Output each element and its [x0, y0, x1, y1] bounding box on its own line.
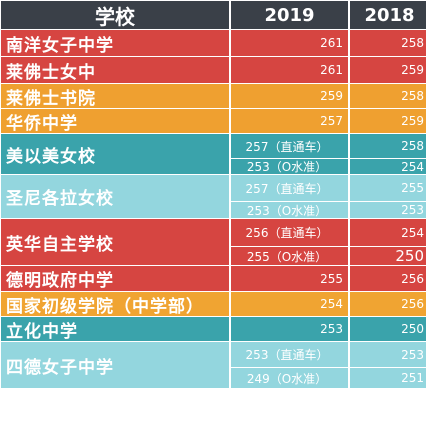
score-2018-through-train: 253 [350, 342, 426, 368]
school-name: 莱佛士女中 [1, 57, 229, 84]
school-name: 国家初级学院（中学部） [1, 292, 229, 317]
score-2018-through-train: 258 [350, 134, 426, 159]
score-2019-o-level: 255（O水准） [231, 247, 348, 266]
score-2018-o-level: 251 [350, 368, 426, 389]
score-2018-o-level: 253 [350, 202, 426, 219]
school-name: 圣尼各拉女校 [1, 175, 229, 219]
header-school: 学校 [1, 1, 229, 30]
school-name: 四德女子中学 [1, 342, 229, 389]
score-2019: 257 [231, 109, 348, 134]
score-2019-through-train: 253（直通车） [231, 342, 348, 368]
score-2019: 255 [231, 266, 348, 292]
score-2019-through-train: 256（直通车） [231, 219, 348, 247]
score-2018: 259 [350, 109, 426, 134]
score-2018: 256 [350, 292, 426, 317]
score-2019: 261 [231, 30, 348, 57]
score-2018: 258 [350, 84, 426, 109]
school-name: 德明政府中学 [1, 266, 229, 292]
score-2019-o-level: 253（O水准） [231, 159, 348, 175]
score-2019-through-train: 257（直通车） [231, 134, 348, 159]
score-2018-through-train: 254 [350, 219, 426, 247]
score-2019: 261 [231, 57, 348, 84]
school-name: 美以美女校 [1, 134, 229, 175]
score-2019-o-level: 253（O水准） [231, 202, 348, 219]
score-2019: 253 [231, 317, 348, 342]
header-2018: 2018 [350, 1, 426, 30]
score-2018-o-level: 250 [350, 247, 426, 266]
score-2018-through-train: 255 [350, 175, 426, 202]
score-2018: 250 [350, 317, 426, 342]
school-name: 英华自主学校 [1, 219, 229, 266]
score-2019-o-level: 249（O水准） [231, 368, 348, 389]
score-2019-through-train: 257（直通车） [231, 175, 348, 202]
score-2018-o-level: 254 [350, 159, 426, 175]
score-2019: 254 [231, 292, 348, 317]
score-2018: 259 [350, 57, 426, 84]
score-2018: 256 [350, 266, 426, 292]
header-2019: 2019 [231, 1, 348, 30]
school-name: 南洋女子中学 [1, 30, 229, 57]
school-name: 华侨中学 [1, 109, 229, 134]
score-2019: 259 [231, 84, 348, 109]
score-2018: 258 [350, 30, 426, 57]
school-name: 立化中学 [1, 317, 229, 342]
school-name: 莱佛士书院 [1, 84, 229, 109]
